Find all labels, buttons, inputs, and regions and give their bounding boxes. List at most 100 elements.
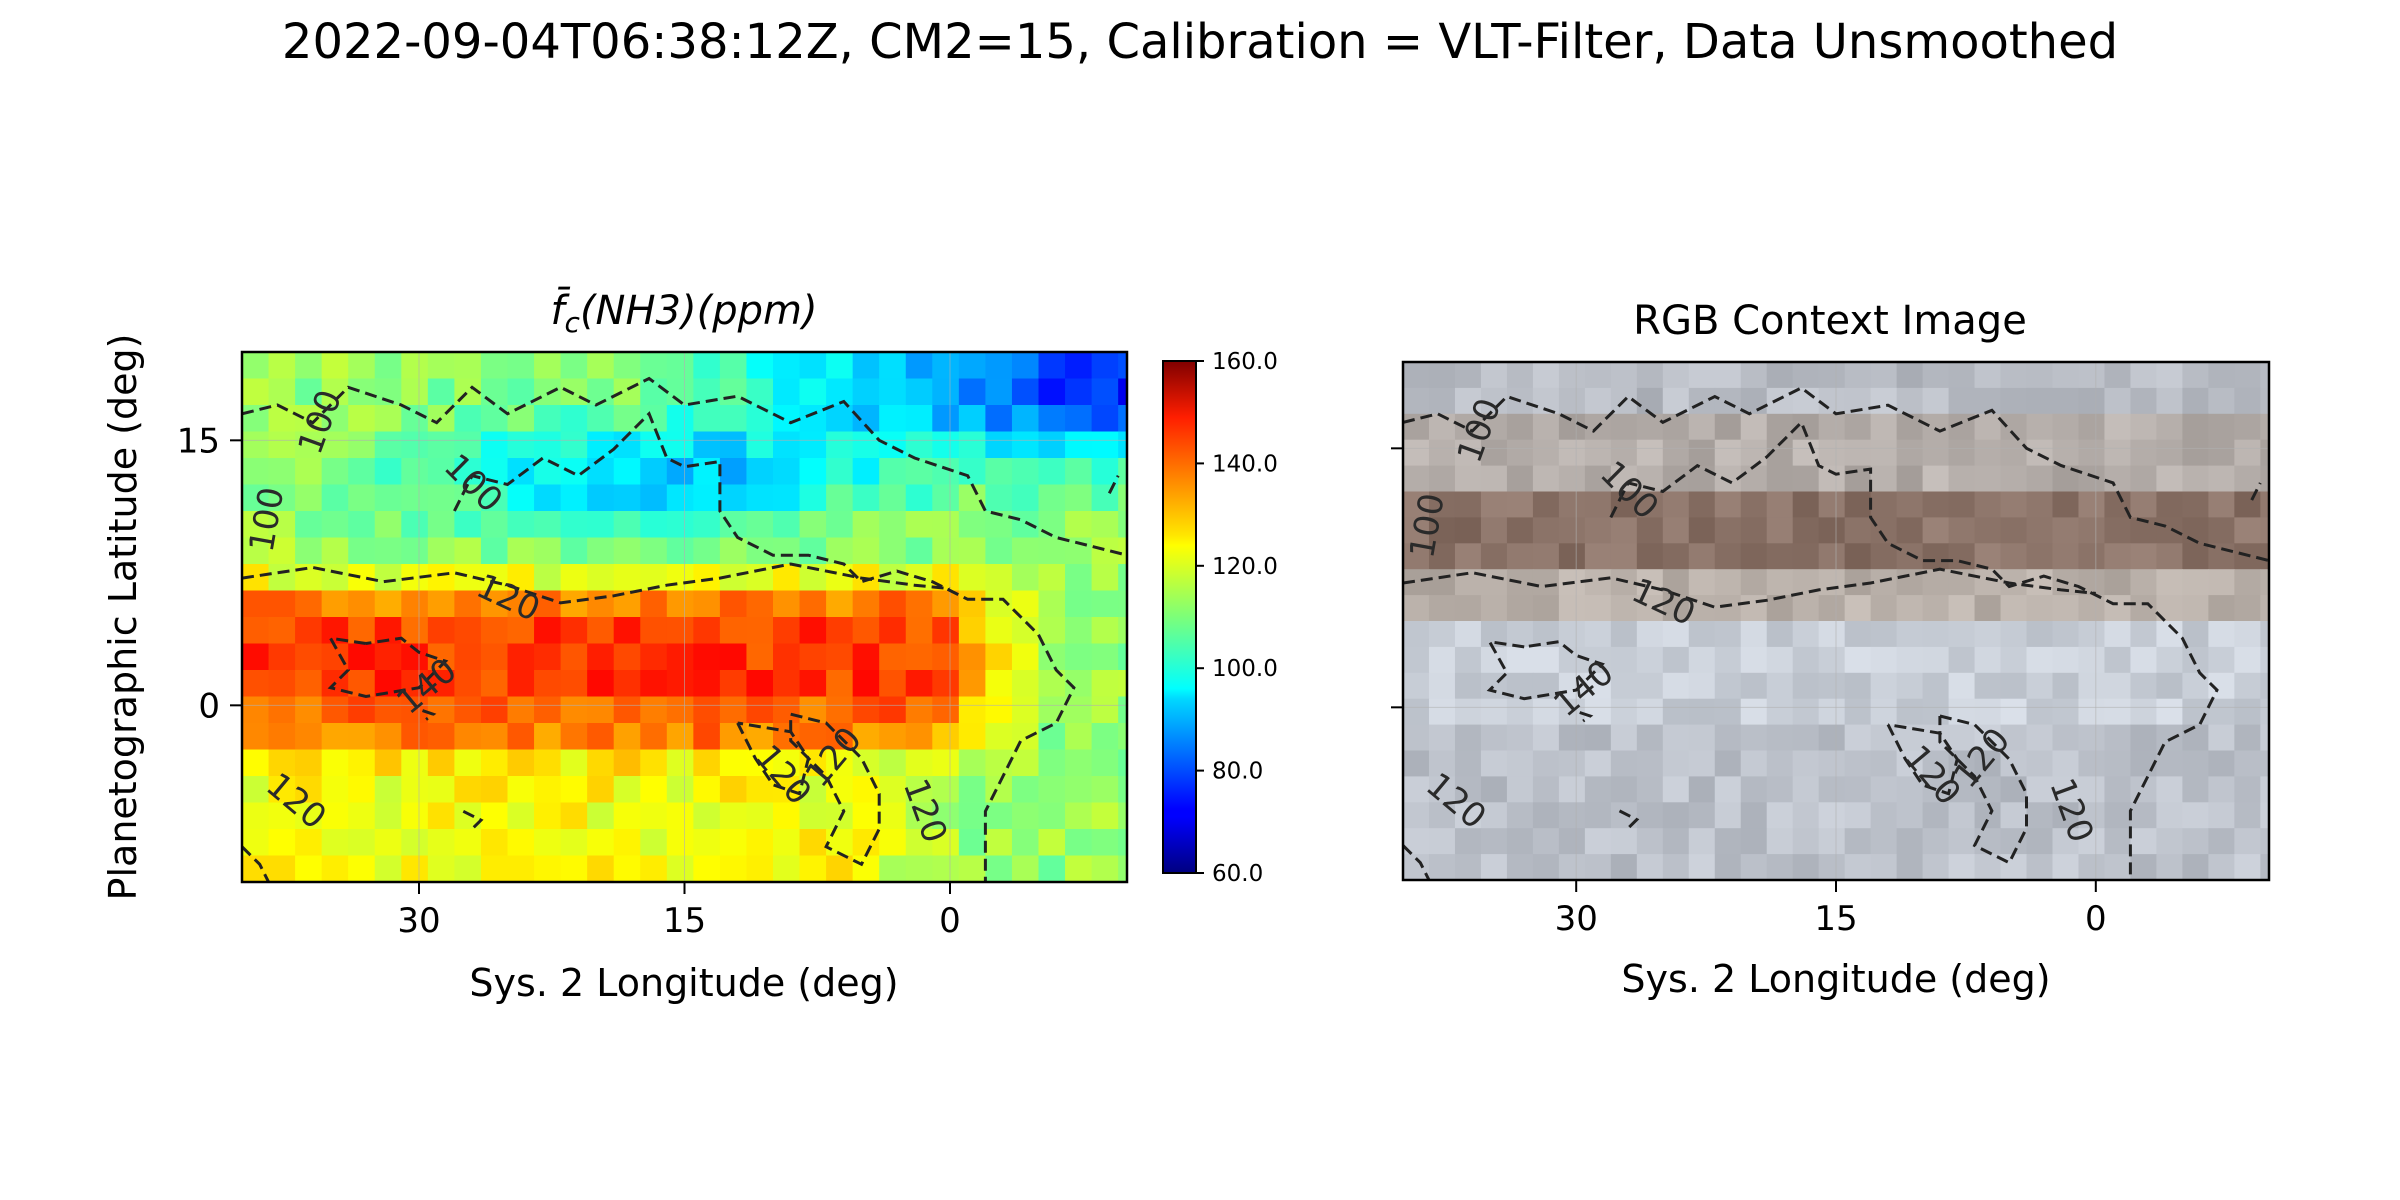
heatmap-cell <box>1065 643 1093 671</box>
rgb-pixel <box>1506 750 1534 777</box>
rgb-pixel <box>2260 413 2270 441</box>
rgb-pixel <box>1870 595 1898 622</box>
heatmap-cell <box>1065 590 1093 618</box>
heatmap-cell <box>773 855 801 883</box>
contour-line <box>242 562 951 605</box>
heatmap-cell <box>905 484 933 512</box>
rgb-pixel <box>1610 413 1638 441</box>
rgb-pixel <box>1584 646 1612 674</box>
heatmap-cell <box>1118 855 1128 883</box>
heatmap-cell <box>507 749 535 777</box>
heatmap-cell <box>640 458 668 486</box>
heatmap-cell <box>1091 855 1119 883</box>
heatmap-cell <box>932 431 960 459</box>
rgb-pixel <box>1428 595 1456 622</box>
heatmap-cell <box>640 643 668 671</box>
heatmap-cell <box>507 617 535 645</box>
heatmap-cell <box>242 617 270 645</box>
heatmap-cell <box>295 643 323 671</box>
rgb-pixel <box>1714 776 1742 803</box>
rgb-pixel <box>1740 828 1768 855</box>
rgb-pixel <box>1428 672 1456 700</box>
heatmap-cell <box>1091 511 1119 539</box>
heatmap-cell <box>560 855 588 883</box>
heatmap-cell <box>1038 802 1066 830</box>
rgb-pixel <box>2000 595 2028 622</box>
rgb-pixel <box>1792 543 1820 570</box>
rgb-pixel <box>1948 543 1976 570</box>
heatmap-cell <box>879 431 907 459</box>
rgb-pixel <box>2260 776 2270 803</box>
heatmap-cell <box>295 749 323 777</box>
rgb-pixel <box>2052 750 2080 777</box>
rgb-pixel <box>2078 854 2106 881</box>
heatmap-cell <box>507 643 535 671</box>
heatmap-cell <box>295 696 323 724</box>
heatmap-cell <box>719 352 748 380</box>
rgb-pixel <box>1922 543 1950 570</box>
heatmap-cell <box>268 723 296 751</box>
rgb-pixel <box>1610 517 1638 544</box>
heatmap-cell <box>480 405 509 433</box>
rgb-pixel <box>2182 413 2209 441</box>
rgb-pixel <box>2052 543 2080 570</box>
rgb-pixel <box>1896 543 1924 570</box>
heatmap-cell <box>879 405 907 433</box>
heatmap-cell <box>799 643 827 671</box>
rgb-pixel <box>2182 750 2209 777</box>
heatmap-cell <box>693 643 721 671</box>
heatmap-cell <box>534 855 562 883</box>
rgb-pixel <box>2208 465 2235 493</box>
heatmap-cell <box>985 484 1013 512</box>
heatmap-cell <box>905 670 933 698</box>
heatmap-cell <box>321 484 349 512</box>
heatmap-cell <box>348 564 376 592</box>
rgb-pixel <box>1870 750 1898 777</box>
heatmap-cell <box>454 617 482 645</box>
heatmap-cell <box>242 723 270 751</box>
rgb-pixel <box>2130 776 2158 803</box>
rgb-pixel <box>1454 802 1482 829</box>
rgb-pixel <box>1818 543 1846 570</box>
heatmap-cell <box>1118 564 1128 592</box>
heatmap-cell <box>587 749 615 777</box>
rgb-pixel <box>2026 465 2054 493</box>
rgb-pixel <box>1766 387 1794 415</box>
rgb-pixel <box>1792 750 1820 777</box>
heatmap-cell <box>560 405 588 433</box>
rgb-pixel <box>2156 362 2183 389</box>
rgb-pixel <box>1636 646 1664 674</box>
rgb-pixel <box>1662 362 1690 389</box>
heatmap-cell <box>799 405 827 433</box>
rgb-pixel <box>1662 698 1690 726</box>
heatmap-cell <box>1065 431 1093 459</box>
heatmap-cell <box>773 590 801 618</box>
heatmap-cell <box>719 776 748 804</box>
heatmap-cell <box>268 643 296 671</box>
heatmap-cell <box>1065 802 1093 830</box>
heatmap-cell <box>401 352 429 380</box>
rgb-pixel <box>1896 387 1924 415</box>
heatmap-cell <box>507 776 535 804</box>
heatmap-cell <box>268 564 296 592</box>
heatmap-cell <box>905 378 933 406</box>
y-tick-label: 0 <box>198 686 220 726</box>
heatmap-cell <box>985 458 1013 486</box>
heatmap-cell <box>1065 749 1093 777</box>
rgb-pixel <box>1740 569 1768 596</box>
heatmap-cell <box>454 405 482 433</box>
rgb-pixel <box>1558 517 1586 544</box>
heatmap-cell <box>826 431 854 459</box>
rgb-pixel <box>2156 543 2183 570</box>
heatmap-cell <box>587 537 615 565</box>
heatmap-cell <box>958 855 986 883</box>
heatmap-cell <box>374 537 402 565</box>
heatmap-cell <box>1065 776 1093 804</box>
rgb-pixel <box>1766 362 1794 389</box>
heatmap-cell <box>746 564 774 592</box>
heatmap-cell <box>799 802 827 830</box>
heatmap-cell <box>879 802 907 830</box>
rgb-pixel <box>2208 724 2235 752</box>
rgb-pixel <box>1688 387 1716 415</box>
heatmap-cell <box>640 405 668 433</box>
